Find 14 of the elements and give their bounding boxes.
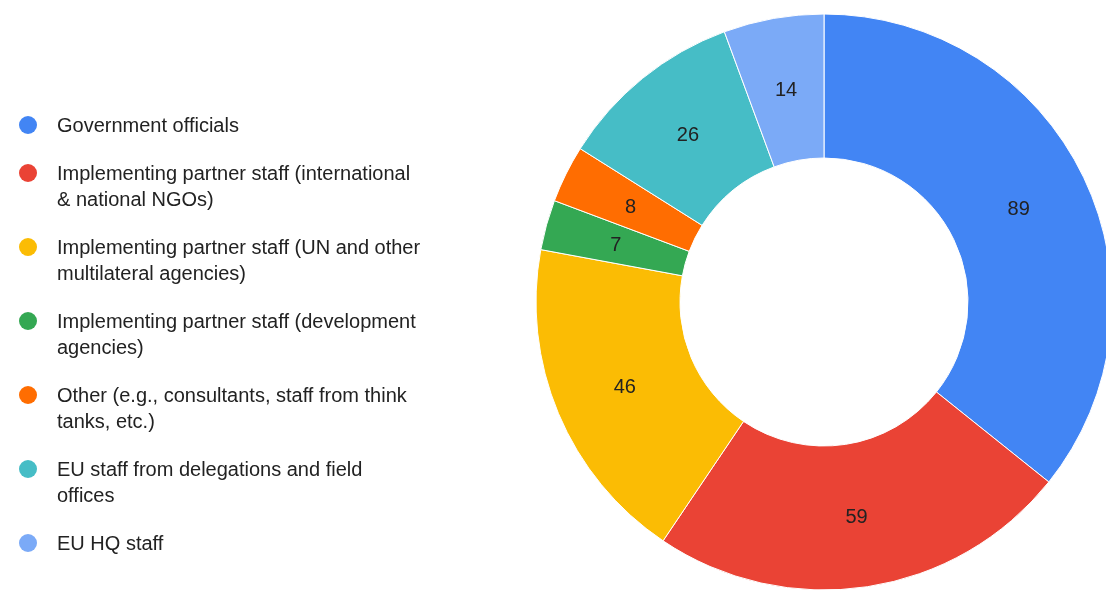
data-label: 89: [1007, 197, 1030, 220]
legend-label: EU staff from delegations and field offices: [57, 458, 363, 506]
legend-label: Government officials: [57, 114, 239, 136]
data-label: 46: [613, 374, 636, 397]
data-label: 59: [845, 504, 868, 527]
legend-label: Implementing partner staff (development agencies): [57, 310, 417, 358]
legend-label: Other (e.g., consultants, staff from think tanks, etc.): [57, 384, 408, 432]
data-label: 26: [676, 123, 700, 146]
legend-label: Implementing partner staff (UN and other multilateral agencies): [57, 236, 421, 284]
data-label: 8: [624, 195, 637, 218]
legend-label: EU HQ staff: [57, 532, 164, 554]
legend-label: Implementing partner staff (international & national NGOs): [57, 162, 411, 210]
data-label: 14: [774, 78, 798, 101]
data-label: 7: [610, 233, 622, 256]
